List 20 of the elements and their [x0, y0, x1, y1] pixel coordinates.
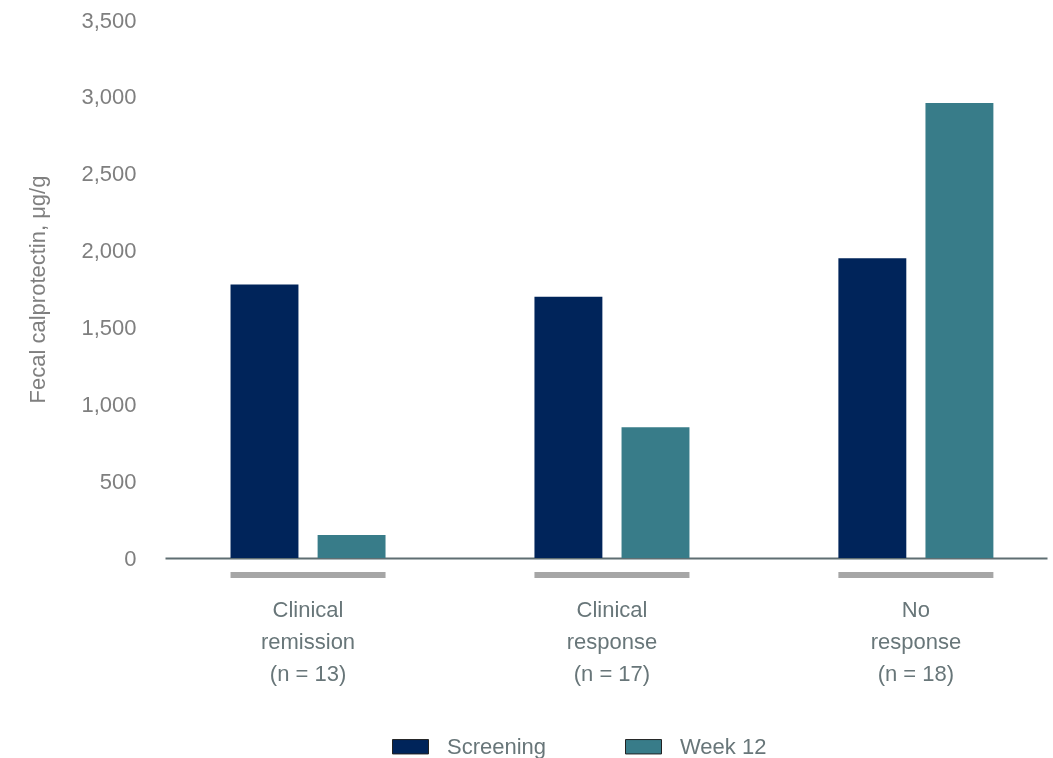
y-tick-label: 1,500: [81, 314, 137, 340]
bar: [317, 534, 386, 558]
y-axis-title: Fecal calprotectin, μg/g: [25, 175, 51, 404]
y-tick-label: 3,000: [81, 84, 137, 110]
y-tick-label: 500: [99, 468, 137, 494]
bar: [230, 284, 299, 558]
y-tick-label: 0: [124, 545, 137, 571]
bar: [925, 103, 994, 558]
y-tick-label: 2,500: [81, 161, 137, 187]
legend-label: Week 12: [680, 733, 767, 758]
y-tick-label: 2,000: [81, 238, 137, 264]
bar: [534, 296, 603, 558]
x-tick-label: Clinical remission (n = 13): [260, 596, 356, 686]
bar: [838, 258, 907, 558]
y-tick-label: 1,000: [81, 391, 137, 417]
y-tick-label: 3,500: [81, 7, 137, 33]
bar: [621, 427, 690, 558]
x-tick-label: No response (n = 18): [870, 596, 962, 686]
x-tick-label: Clinical response (n = 17): [566, 596, 658, 686]
legend-label: Screening: [447, 733, 547, 758]
